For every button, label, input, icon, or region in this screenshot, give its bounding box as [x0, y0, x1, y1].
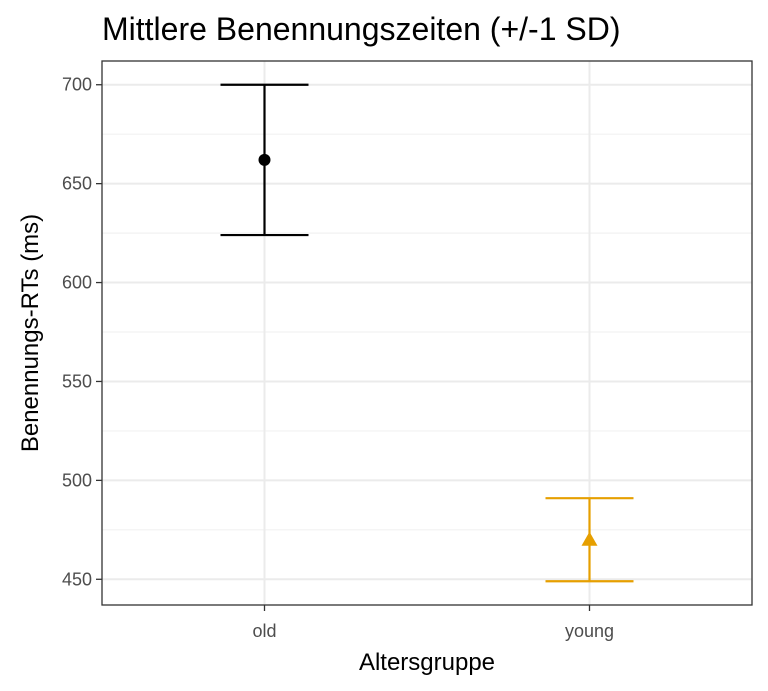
errorbar-group-old [220, 83, 309, 237]
y-tick-label: 700 [62, 75, 92, 95]
y-axis: 450 500 550 600 650 700 [62, 75, 102, 589]
y-tick-label: 600 [62, 273, 92, 293]
x-tick-label-old: old [252, 621, 276, 641]
mean-point-old [258, 153, 271, 166]
x-tick-label-young: young [565, 621, 614, 641]
chart-title: Mittlere Benennungszeiten (+/-1 SD) [102, 11, 620, 47]
grid [102, 61, 752, 605]
y-tick-label: 650 [62, 174, 92, 194]
x-axis: old young [252, 605, 614, 641]
y-axis-title: Benennungs-RTs (ms) [17, 214, 44, 452]
panel-border [101, 60, 753, 606]
y-tick-label: 450 [62, 569, 92, 589]
data-marks [220, 83, 634, 583]
mean-point-young [581, 531, 598, 546]
x-axis-title: Altersgruppe [359, 649, 495, 676]
y-tick-label: 500 [62, 470, 92, 490]
errorbar-group-young [545, 497, 634, 583]
y-tick-label: 550 [62, 371, 92, 391]
